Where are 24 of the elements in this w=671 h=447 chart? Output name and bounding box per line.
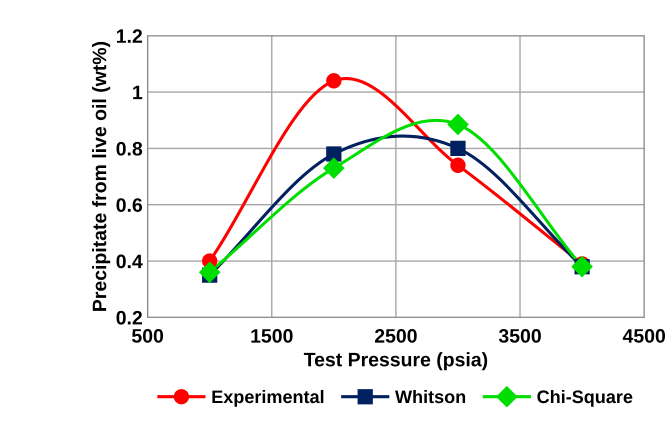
x-tick-label: 2500 [374,328,417,343]
point [450,158,466,173]
x-tick-label: 500 [132,328,164,343]
x-tick-label: 1500 [251,328,293,343]
y-tick-label: 1.2 [116,29,142,43]
point [323,158,344,179]
point [326,73,342,88]
y-tick-label: 0.2 [116,310,142,325]
y-tick-label: 0.8 [116,142,142,156]
legend-label: Whitson [395,390,466,404]
point [199,262,220,283]
point [450,140,466,156]
y-tick-label: 0.6 [116,198,142,212]
y-tick-label: 1 [133,86,142,100]
point [572,256,593,278]
x-axis-title: Test Pressure (psia) [304,352,488,370]
x-tick-label: 4500 [622,328,665,343]
legend-label: Experimental [212,390,324,407]
x-tick-label: 3500 [498,328,541,343]
legend-label: Chi-Square [537,390,632,407]
point [447,114,468,135]
y-tick-label: 0.4 [116,254,143,268]
point [326,146,342,162]
y-axis-title: Precipitate from live oil (wt%) [92,42,110,311]
